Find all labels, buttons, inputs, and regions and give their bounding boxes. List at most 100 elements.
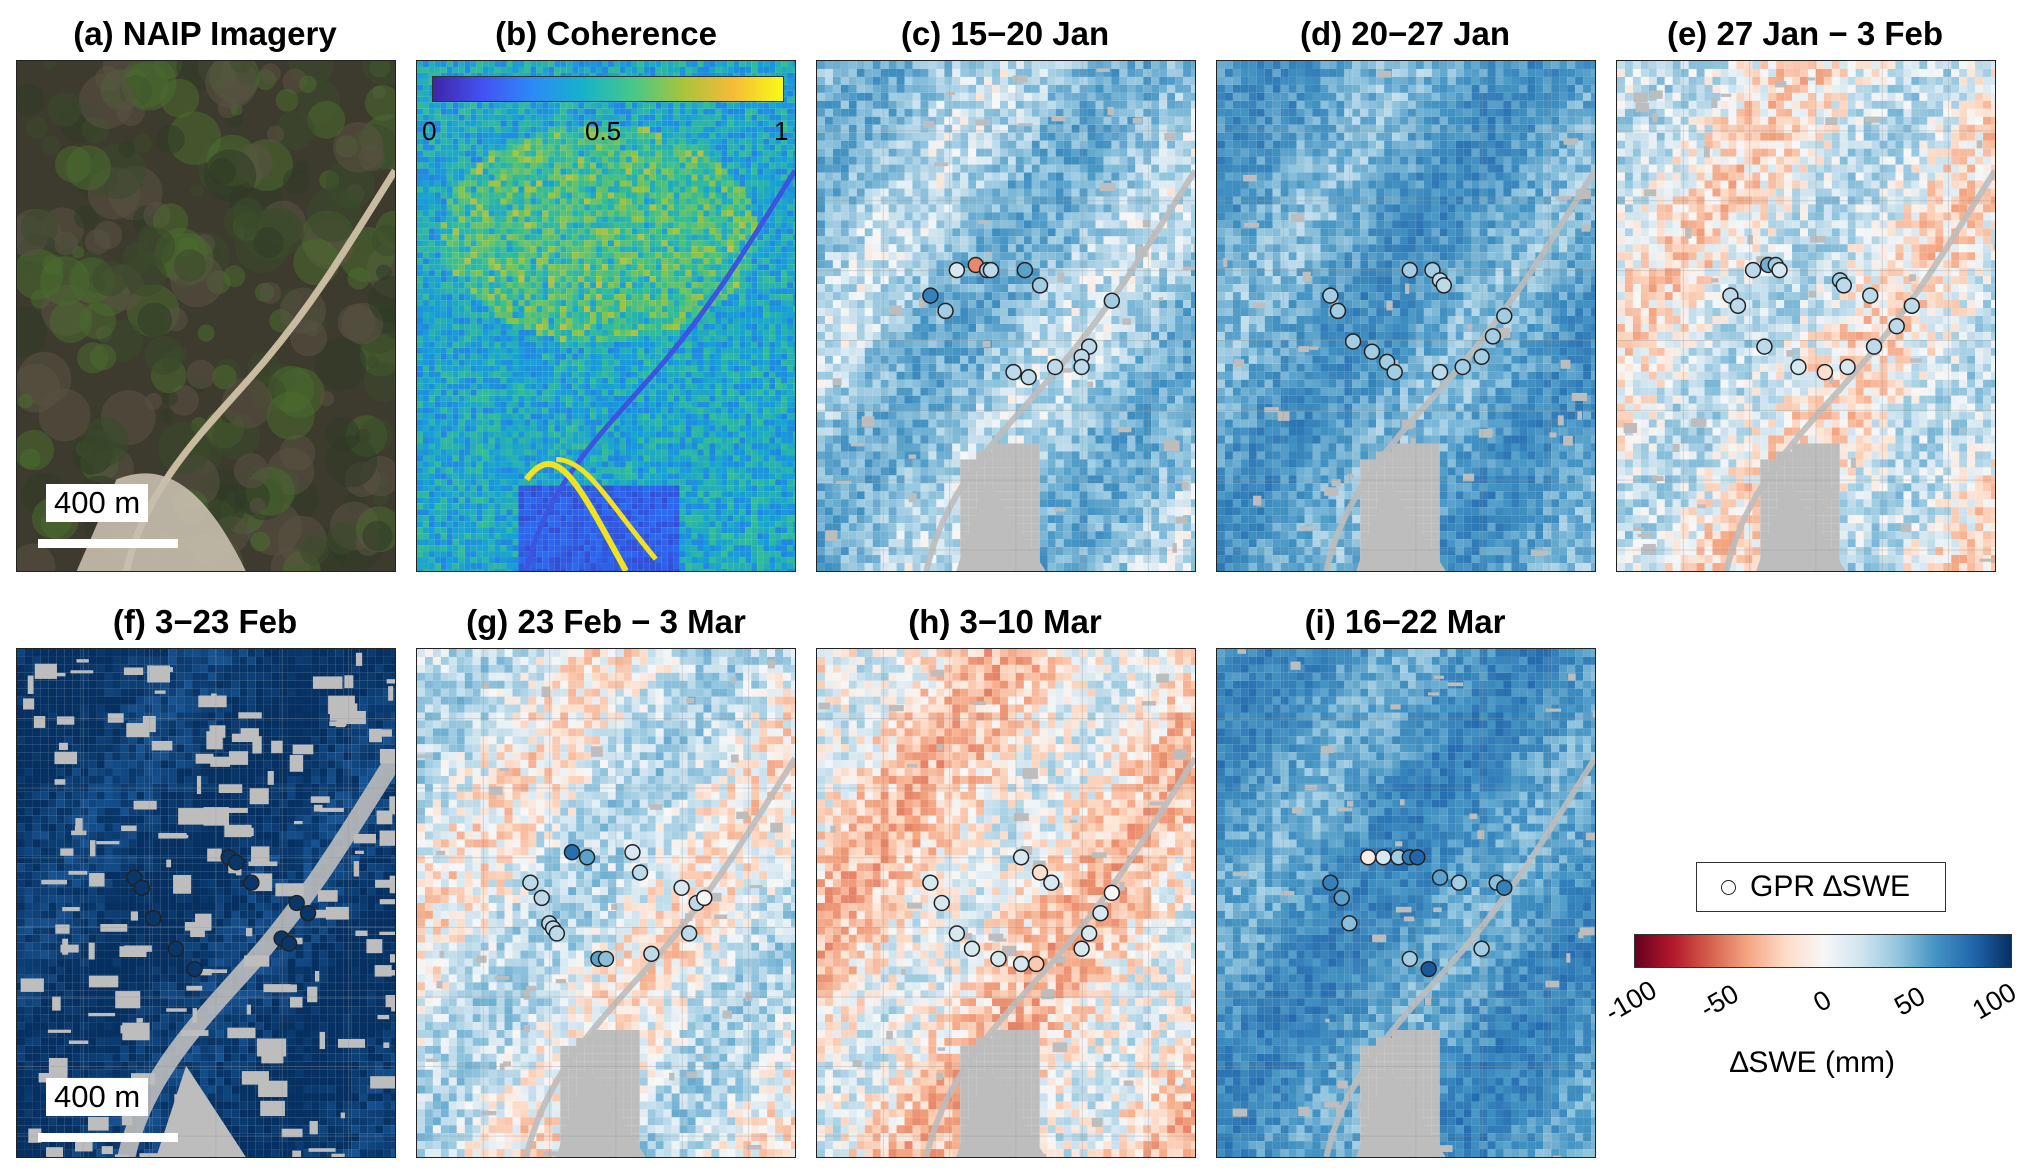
gpr-point <box>1103 292 1121 309</box>
gpr-point <box>597 950 615 968</box>
colorbar-tick-m100: -100 <box>1600 975 1662 1029</box>
panel-title-d: (d) 20−27 Jan <box>1215 15 1595 53</box>
gpr-point <box>680 925 698 942</box>
gpr-point <box>963 940 981 957</box>
gpr-point <box>1496 879 1513 896</box>
gpr-point <box>1012 955 1030 973</box>
gpr-point <box>1888 317 1905 335</box>
gpr-point <box>1005 363 1022 381</box>
gpr-point <box>1839 358 1856 376</box>
gpr-point <box>228 854 245 871</box>
gpr-point <box>563 844 581 861</box>
coherence-tick-1: 1 <box>774 116 788 147</box>
gpr-point <box>1473 940 1490 957</box>
map-svg-b <box>417 61 795 571</box>
dswe-colorbar <box>1634 934 2012 968</box>
gpr-point <box>673 879 690 896</box>
panel-title-e: (e) 27 Jan − 3 Feb <box>1615 15 1995 53</box>
gpr-point <box>548 925 566 942</box>
map-panel-b <box>416 60 796 572</box>
colorbar-tick-50: 50 <box>1889 981 1931 1023</box>
gpr-point <box>696 889 713 907</box>
gpr-point <box>1012 849 1030 866</box>
gpr-point <box>522 874 539 891</box>
gpr-point <box>1341 915 1358 932</box>
gpr-point <box>1103 884 1121 902</box>
gpr-point <box>1322 874 1339 891</box>
coherence-tick-0: 0 <box>422 116 436 147</box>
gpr-point <box>1862 287 1879 304</box>
map-svg-c <box>817 61 1195 571</box>
gpr-point <box>1043 874 1060 891</box>
gpr-point <box>144 910 162 927</box>
gpr-point <box>1386 363 1403 381</box>
scalebar-line-f <box>38 1133 178 1142</box>
coherence-colorbar <box>432 76 784 102</box>
panel-title-a: (a) NAIP Imagery <box>15 15 395 53</box>
gpr-point <box>1046 358 1064 376</box>
gpr-point <box>1401 950 1418 968</box>
gpr-point <box>1473 348 1490 366</box>
colorbar-tick-m50: -50 <box>1695 978 1744 1024</box>
gpr-point <box>1359 849 1377 866</box>
map-svg-g <box>417 649 795 1157</box>
map-panel-c <box>816 60 1196 572</box>
gpr-point <box>1322 287 1339 304</box>
gpr-point <box>948 925 966 942</box>
colorbar-tick-100: 100 <box>1967 977 2022 1026</box>
panel-title-c: (c) 15−20 Jan <box>815 15 1195 53</box>
gpr-point <box>1431 869 1449 886</box>
legend-box: GPR ∆SWE <box>1696 862 1946 912</box>
gpr-point <box>1028 955 1045 973</box>
scalebar-line-a <box>38 539 178 548</box>
panel-title-b: (b) Coherence <box>416 15 796 53</box>
gpr-point <box>1865 338 1883 355</box>
gpr-point <box>1409 849 1426 866</box>
gpr-point <box>133 879 150 896</box>
gpr-point <box>1903 297 1921 315</box>
gpr-point <box>1329 302 1347 320</box>
gpr-point <box>1020 368 1037 386</box>
gpr-point <box>1835 277 1853 294</box>
colorbar-tick-0: 0 <box>1808 984 1837 1018</box>
gpr-point <box>1790 358 1807 376</box>
gpr-point <box>1333 889 1350 907</box>
gpr-point <box>1816 363 1834 381</box>
gpr-point <box>1080 925 1098 942</box>
legend-label: GPR ∆SWE <box>1750 870 1910 904</box>
gpr-point <box>288 894 305 912</box>
map-panel-e <box>1616 60 1996 572</box>
map-panel-d <box>1216 60 1596 572</box>
panel-title-g: (g) 23 Feb − 3 Mar <box>416 603 796 641</box>
map-svg-h <box>817 649 1195 1157</box>
map-svg-d <box>1217 61 1595 571</box>
gpr-point <box>948 261 966 279</box>
gpr-point <box>578 849 596 866</box>
gpr-point <box>1031 864 1049 881</box>
gpr-point <box>167 940 184 957</box>
gpr-point <box>624 844 641 861</box>
gpr-point <box>1450 874 1468 891</box>
gpr-point <box>643 945 660 962</box>
gpr-point <box>1756 338 1773 355</box>
gpr-point <box>922 874 939 891</box>
gpr-point <box>937 302 954 320</box>
gpr-point <box>533 889 550 907</box>
gpr-point <box>1431 363 1449 381</box>
gpr-point <box>1363 343 1381 360</box>
gpr-point <box>922 287 939 304</box>
map-panel-f <box>16 648 396 1158</box>
gpr-point <box>243 874 260 891</box>
gpr-point <box>1375 849 1392 866</box>
gpr-point <box>1031 277 1049 294</box>
scalebar-label-a: 400 m <box>46 484 149 522</box>
gpr-point <box>1484 328 1502 345</box>
gpr-point <box>1454 358 1471 376</box>
gpr-point <box>280 935 298 952</box>
gpr-point <box>1016 261 1034 279</box>
gpr-point <box>1435 277 1453 294</box>
panel-title-f: (f) 3−23 Feb <box>15 603 395 641</box>
gpr-point <box>1344 333 1362 350</box>
map-panel-i <box>1216 648 1596 1158</box>
gpr-point <box>1420 960 1437 978</box>
